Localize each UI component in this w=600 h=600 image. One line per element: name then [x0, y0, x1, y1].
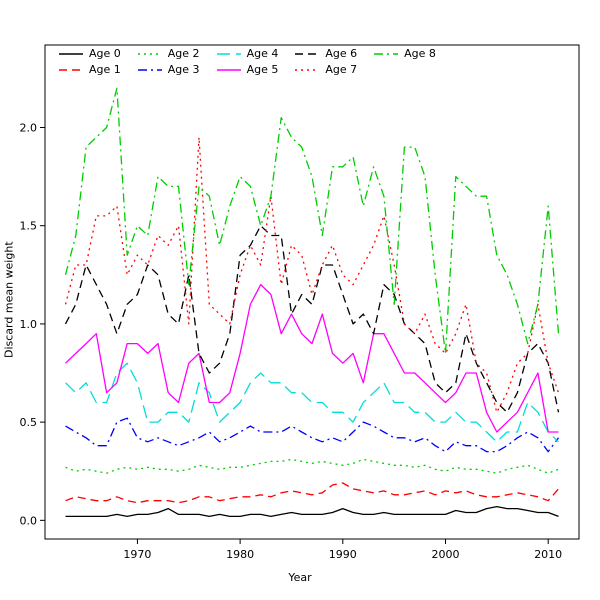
legend-label: Age 8: [404, 47, 436, 60]
legend-line-sample-icon: [137, 68, 162, 71]
x-tick-label: 1990: [329, 548, 357, 561]
series-line-age-4: [65, 362, 559, 443]
legend-line-sample-icon: [216, 52, 241, 55]
legend-line-sample-icon: [59, 68, 83, 71]
legend-label: Age 5: [246, 63, 279, 76]
legend-item-age-2: Age 2: [137, 46, 200, 61]
series-line-age-1: [65, 482, 559, 504]
x-tick-label: 1980: [226, 548, 254, 561]
plot-box: [44, 44, 580, 540]
legend-line-sample-icon: [216, 68, 241, 71]
legend-label: Age 6: [325, 47, 358, 60]
series-line-age-7: [64, 136, 560, 413]
legend-item-age-5: Age 5: [216, 62, 279, 77]
y-axis-label: Discard mean weight: [2, 241, 16, 359]
series-line-age-3: [65, 417, 560, 453]
legend-line-sample-icon: [295, 68, 320, 71]
x-tick-label: 2010: [534, 548, 562, 561]
series-line-age-6: [64, 225, 560, 413]
y-tick-label: 1.5: [20, 220, 38, 233]
legend-item-age-8: Age 8: [373, 46, 436, 61]
series-line-age-0: [65, 505, 559, 518]
series-line-age-2: [65, 458, 559, 474]
y-tick-label: 0.5: [20, 416, 38, 429]
legend: Age 0 Age 1 Age 2 Age 3 Age 4 Age 5 Age 6 Age 7…: [58, 46, 436, 77]
y-tick-label: 2.0: [20, 121, 38, 134]
y-tick-label: 0.0: [20, 514, 38, 527]
x-axis-label: Year: [288, 571, 312, 584]
legend-label: Age 4: [246, 47, 279, 60]
legend-item-age-7: Age 7: [294, 62, 357, 77]
legend-label: Age 0: [89, 47, 121, 60]
legend-line-sample-icon: [295, 52, 320, 55]
y-tick-label: 1.0: [20, 318, 38, 331]
legend-item-age-1: Age 1: [58, 62, 121, 77]
legend-item-age-0: Age 0: [58, 46, 121, 61]
legend-line-sample-icon: [137, 52, 162, 55]
series-line-age-8: [64, 87, 560, 355]
x-tick-label: 1970: [123, 548, 151, 561]
legend-item-age-3: Age 3: [137, 62, 200, 77]
legend-label: Age 2: [167, 47, 200, 60]
legend-item-age-6: Age 6: [294, 46, 357, 61]
legend-item-age-4: Age 4: [216, 46, 279, 61]
legend-label: Age 1: [89, 63, 121, 76]
legend-label: Age 7: [325, 63, 358, 76]
legend-line-sample-icon: [59, 52, 83, 55]
legend-line-sample-icon: [374, 52, 399, 55]
legend-label: Age 3: [167, 63, 200, 76]
x-tick-label: 2000: [432, 548, 460, 561]
series-line-age-5: [65, 283, 559, 433]
